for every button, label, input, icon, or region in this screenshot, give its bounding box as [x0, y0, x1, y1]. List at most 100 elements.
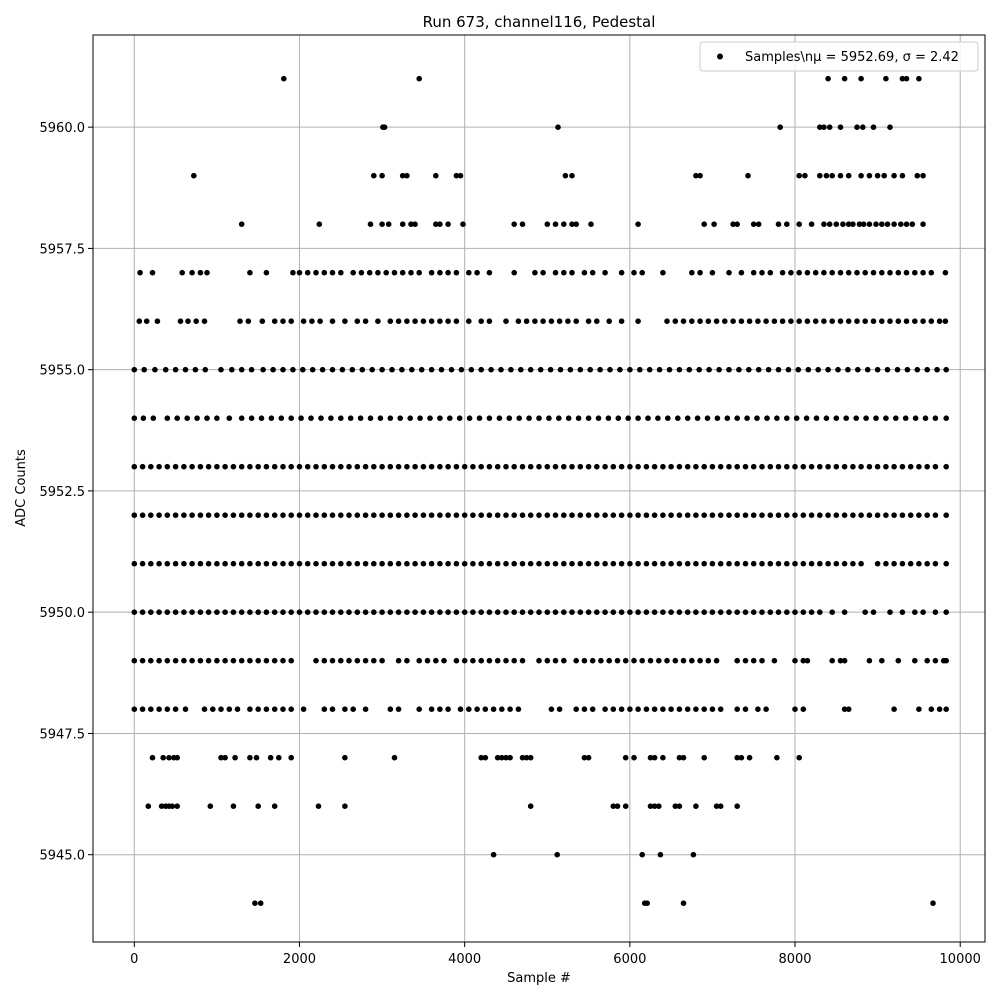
- data-point: [503, 463, 509, 470]
- data-point: [143, 318, 150, 325]
- data-point: [920, 172, 926, 179]
- data-point: [709, 512, 716, 518]
- data-point: [544, 657, 551, 664]
- data-point: [182, 366, 189, 373]
- data-point: [503, 318, 509, 325]
- data-point: [458, 366, 465, 373]
- data-point: [736, 366, 742, 373]
- data-point: [404, 318, 410, 325]
- data-point: [156, 512, 162, 518]
- data-point: [802, 172, 808, 179]
- data-point: [675, 415, 681, 422]
- data-point: [841, 512, 848, 518]
- data-point: [399, 366, 405, 373]
- data-point: [482, 754, 489, 761]
- data-point: [645, 415, 651, 422]
- data-point: [738, 318, 745, 325]
- data-point: [197, 609, 204, 615]
- legend-marker: [717, 53, 723, 60]
- data-point: [734, 512, 740, 518]
- data-point: [879, 318, 885, 325]
- data-point: [230, 463, 237, 470]
- data-point: [689, 269, 695, 276]
- data-point: [597, 366, 603, 373]
- data-point: [506, 415, 513, 422]
- data-point: [879, 221, 885, 227]
- data-point: [192, 366, 199, 373]
- data-point: [391, 754, 398, 761]
- data-point: [519, 609, 526, 615]
- data-point: [354, 609, 361, 615]
- data-point: [470, 512, 476, 518]
- data-point: [494, 463, 501, 470]
- data-point: [544, 609, 551, 615]
- data-point: [627, 512, 633, 518]
- data-point: [181, 560, 187, 567]
- data-point: [800, 706, 807, 712]
- data-point: [833, 221, 840, 227]
- data-point: [577, 463, 584, 470]
- data-point: [907, 512, 914, 518]
- data-point: [899, 609, 906, 615]
- data-point: [804, 657, 811, 664]
- data-point: [657, 851, 664, 858]
- data-point: [767, 463, 774, 470]
- data-point: [738, 754, 745, 761]
- data-point: [271, 463, 278, 470]
- data-point: [602, 706, 608, 712]
- data-point: [428, 269, 435, 276]
- data-point: [210, 706, 216, 712]
- data-point: [627, 609, 633, 615]
- data-point: [164, 706, 171, 712]
- data-point: [245, 318, 252, 325]
- data-point: [519, 512, 526, 518]
- data-point: [389, 366, 395, 373]
- data-point: [792, 560, 798, 567]
- data-point: [942, 318, 949, 325]
- data-point: [742, 512, 749, 518]
- data-point: [734, 463, 740, 470]
- data-point: [610, 803, 617, 809]
- data-point: [131, 415, 138, 422]
- data-point: [903, 221, 910, 227]
- data-point: [193, 318, 199, 325]
- data-point: [701, 512, 707, 518]
- data-point: [697, 318, 703, 325]
- data-point: [238, 221, 245, 227]
- data-point: [845, 706, 852, 712]
- data-point: [395, 560, 402, 567]
- data-point: [214, 512, 220, 518]
- data-point: [895, 318, 902, 325]
- data-point: [705, 318, 712, 325]
- data-point: [866, 221, 873, 227]
- data-point: [453, 172, 460, 179]
- data-point: [404, 657, 410, 664]
- data-point: [453, 560, 460, 567]
- data-point: [850, 560, 856, 567]
- data-point: [610, 706, 617, 712]
- data-point: [680, 657, 687, 664]
- data-point: [445, 318, 451, 325]
- data-point: [338, 657, 344, 664]
- data-point: [523, 318, 530, 325]
- data-point: [693, 172, 699, 179]
- data-point: [767, 609, 774, 615]
- data-point: [218, 366, 224, 373]
- data-point: [833, 560, 840, 567]
- data-point: [536, 512, 542, 518]
- data-point: [478, 560, 485, 567]
- data-point: [511, 221, 517, 227]
- data-point: [255, 463, 261, 470]
- data-point: [738, 269, 745, 276]
- data-point: [651, 560, 658, 567]
- data-point: [288, 415, 295, 422]
- data-point: [441, 657, 447, 664]
- data-point: [903, 318, 910, 325]
- data-point: [627, 706, 633, 712]
- data-point: [197, 657, 204, 664]
- data-point: [255, 560, 261, 567]
- data-point: [156, 657, 162, 664]
- data-point: [936, 318, 943, 325]
